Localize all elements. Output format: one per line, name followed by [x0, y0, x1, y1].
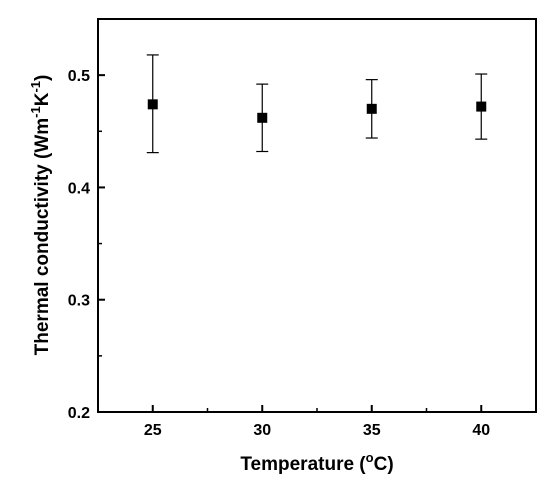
x-axis-title-text: Temperature ( [240, 454, 366, 475]
y-tick-label: 0.3 [68, 293, 90, 310]
data-point [476, 101, 487, 112]
y-tick-label: 0.4 [68, 180, 90, 197]
data-point [257, 112, 268, 123]
y-axis-title-sup2: -1 [28, 81, 43, 93]
y-axis-title-mid: K [32, 92, 53, 106]
x-axis-title-degree: o [366, 450, 374, 465]
data-point [147, 99, 158, 110]
y-axis-title: Thermal conductivity (Wm-1K-1) [28, 75, 53, 356]
plot-frame [97, 18, 537, 413]
y-axis-title-suffix: ) [32, 75, 53, 81]
x-tick-label: 40 [472, 422, 490, 439]
data-point [366, 103, 377, 114]
tick-labels: 25 30 35 40 0.2 0.3 0.4 0.5 [68, 68, 491, 439]
x-tick-label: 35 [363, 422, 381, 439]
axis-ticks [98, 74, 483, 413]
x-tick-label: 30 [253, 422, 271, 439]
y-tick-label: 0.2 [68, 405, 90, 422]
y-axis-title-text: Thermal conductivity (Wm [32, 118, 53, 356]
x-tick-label: 25 [144, 422, 162, 439]
x-axis-title: Temperature (oC) [240, 450, 393, 475]
y-tick-label: 0.5 [68, 68, 90, 85]
y-axis-title-sup1: -1 [28, 106, 43, 118]
error-bars [146, 54, 488, 154]
x-axis-title-unit: C) [374, 454, 394, 475]
data-points [147, 99, 487, 123]
